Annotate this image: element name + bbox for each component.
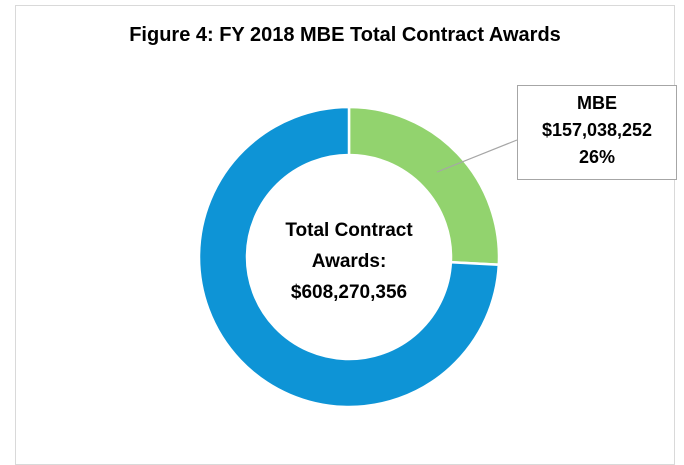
data-callout: MBE $157,038,252 26% <box>517 85 677 180</box>
value-label: $157,038,252 <box>541 120 653 140</box>
annotation: Total Contract Awards: <box>285 220 413 272</box>
center-label: Total Contract Awards: $608,270,356 <box>249 215 449 308</box>
leader-line <box>436 139 518 173</box>
pie-slice <box>197 105 501 409</box>
page: Figure 4: FY 2018 MBE Total Contract Awa… <box>15 5 677 465</box>
chart-title: Figure 4: FY 2018 MBE Total Contract Awa… <box>129 24 561 46</box>
category-label: MBE <box>577 93 617 113</box>
percent-label: 26% <box>578 147 616 167</box>
chart <box>197 105 518 409</box>
annotation: $608,270,356 <box>290 282 408 303</box>
